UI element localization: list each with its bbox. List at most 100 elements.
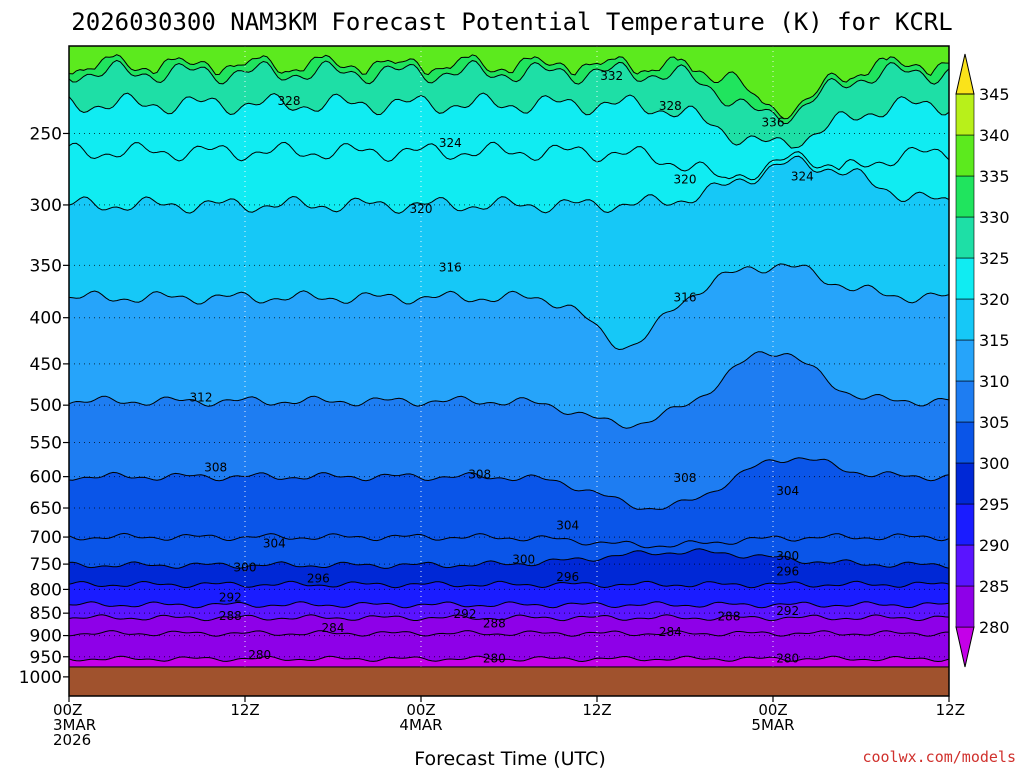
contour-line-336 bbox=[69, 54, 949, 120]
y-tick-label: 900 bbox=[30, 627, 62, 647]
contour-label: 284 bbox=[322, 621, 345, 635]
y-tick-label: 700 bbox=[30, 528, 62, 548]
chart-title: 2026030300 NAM3KM Forecast Potential Tem… bbox=[71, 8, 952, 36]
contour-label: 280 bbox=[248, 648, 271, 662]
x-tick-label: 12Z bbox=[582, 701, 611, 719]
y-tick-label: 750 bbox=[30, 555, 62, 575]
colorbar-tick-label: 285 bbox=[979, 577, 1010, 596]
colorbar-tick-label: 310 bbox=[979, 372, 1010, 391]
contour-label: 280 bbox=[776, 651, 799, 665]
contour-line-316 bbox=[69, 263, 949, 351]
colorbar-segment-320 bbox=[955, 257, 975, 300]
contour-label: 324 bbox=[791, 169, 814, 183]
contour-label: 316 bbox=[439, 261, 462, 275]
contour-label: 300 bbox=[776, 549, 799, 563]
contour-label: 292 bbox=[776, 604, 799, 618]
colorbar-segment-290 bbox=[955, 503, 975, 546]
contour-labels: 280 280 280 284 284 288 288 288 292 292 292 296 296 2… bbox=[190, 69, 814, 665]
colorbar-tick-label: 325 bbox=[979, 249, 1010, 268]
contour-label: 320 bbox=[410, 202, 433, 216]
colorbar-segment-285 bbox=[955, 544, 975, 587]
colorbar-segment-305 bbox=[955, 380, 975, 423]
x-tick-label: 00Z bbox=[53, 701, 82, 719]
contour-label: 280 bbox=[483, 651, 506, 665]
y-tick-label: 450 bbox=[30, 355, 62, 375]
x-axis-label: Forecast Time (UTC) bbox=[414, 748, 605, 768]
colorbar-tick-label: 280 bbox=[979, 618, 1010, 637]
contour-label: 296 bbox=[307, 571, 330, 585]
colorbar: 280 285 290 295 300 305 310 315 320 325 330 335 340 3… bbox=[955, 53, 1010, 668]
contour-label: 284 bbox=[659, 625, 682, 639]
colorbar-tick-label: 335 bbox=[979, 167, 1010, 186]
colorbar-tick-label: 345 bbox=[979, 85, 1010, 104]
x-tick-label: 12Z bbox=[936, 701, 965, 719]
contour-line-292 bbox=[69, 601, 949, 609]
colorbar-tick-label: 340 bbox=[979, 126, 1010, 145]
x-tick-label: 4MAR bbox=[399, 716, 442, 734]
y-tick-label: 800 bbox=[30, 580, 62, 600]
colorbar-segment-310 bbox=[955, 339, 975, 382]
contour-label: 292 bbox=[219, 591, 242, 605]
contour-label: 296 bbox=[556, 570, 579, 584]
contour-line-296 bbox=[69, 580, 949, 589]
contour-line-332 bbox=[69, 59, 949, 125]
y-tick-label: 300 bbox=[30, 196, 62, 216]
colorbar-tick-label: 320 bbox=[979, 290, 1010, 309]
colorbar-segment-300 bbox=[955, 421, 975, 464]
contour-label: 304 bbox=[776, 484, 799, 498]
colorbar-segment-280 bbox=[955, 585, 975, 628]
theta-contour-lines bbox=[69, 54, 949, 663]
y-tick-label: 350 bbox=[30, 256, 62, 276]
x-tick-label: 00Z bbox=[758, 701, 787, 719]
y-tick-label: 1000 bbox=[19, 668, 62, 688]
contour-label: 308 bbox=[468, 468, 491, 482]
colorbar-tick-label: 290 bbox=[979, 536, 1010, 555]
contour-line-280 bbox=[69, 655, 949, 663]
contour-label: 312 bbox=[190, 390, 213, 404]
contour-label: 308 bbox=[674, 471, 697, 485]
colorbar-tick-label: 305 bbox=[979, 413, 1010, 432]
y-tick-label: 650 bbox=[30, 499, 62, 519]
contour-line-288 bbox=[69, 614, 949, 622]
contour-line-308 bbox=[69, 457, 949, 510]
y-axis-pressure: 250 300 350 400 450 500 550 600 650 700 750 800 850 9… bbox=[19, 124, 69, 688]
y-tick-label: 400 bbox=[30, 309, 62, 329]
colorbar-segment-315 bbox=[955, 298, 975, 341]
contour-label: 320 bbox=[674, 172, 697, 186]
credit-link[interactable]: coolwx.com/models bbox=[862, 748, 1016, 766]
y-tick-label: 550 bbox=[30, 434, 62, 454]
y-tick-label: 250 bbox=[30, 124, 62, 144]
x-tick-label: 5MAR bbox=[751, 716, 794, 734]
contour-label: 316 bbox=[674, 291, 697, 305]
contour-label: 324 bbox=[439, 136, 462, 150]
y-tick-label: 950 bbox=[30, 648, 62, 668]
colorbar-high-triangle bbox=[955, 53, 975, 95]
contour-label: 332 bbox=[600, 69, 623, 83]
y-tick-label: 850 bbox=[30, 604, 62, 624]
colorbar-tick-label: 300 bbox=[979, 454, 1010, 473]
terrain-fill bbox=[68, 666, 950, 697]
colorbar-tick-label: 330 bbox=[979, 208, 1010, 227]
contour-line-304 bbox=[69, 532, 949, 549]
x-tick-label: 3MAR bbox=[53, 716, 96, 734]
contour-line-328 bbox=[69, 92, 949, 149]
colorbar-segment-330 bbox=[955, 175, 975, 218]
x-tick-label: 2026 bbox=[53, 731, 91, 749]
contour-line-320 bbox=[69, 155, 949, 214]
contour-label: 328 bbox=[659, 99, 682, 113]
colorbar-segment-295 bbox=[955, 462, 975, 505]
contour-line-312 bbox=[69, 351, 949, 429]
contour-label: 328 bbox=[278, 94, 301, 108]
contour-label: 308 bbox=[204, 460, 227, 474]
contour-line-324 bbox=[69, 141, 949, 181]
contour-label: 300 bbox=[234, 561, 257, 575]
y-tick-label: 500 bbox=[30, 396, 62, 416]
x-tick-label: 00Z bbox=[406, 701, 435, 719]
colorbar-segment-325 bbox=[955, 216, 975, 259]
y-tick-label: 600 bbox=[30, 468, 62, 488]
contour-label: 336 bbox=[762, 115, 785, 129]
contour-label: 288 bbox=[219, 609, 242, 623]
colorbar-segment-335 bbox=[955, 134, 975, 177]
